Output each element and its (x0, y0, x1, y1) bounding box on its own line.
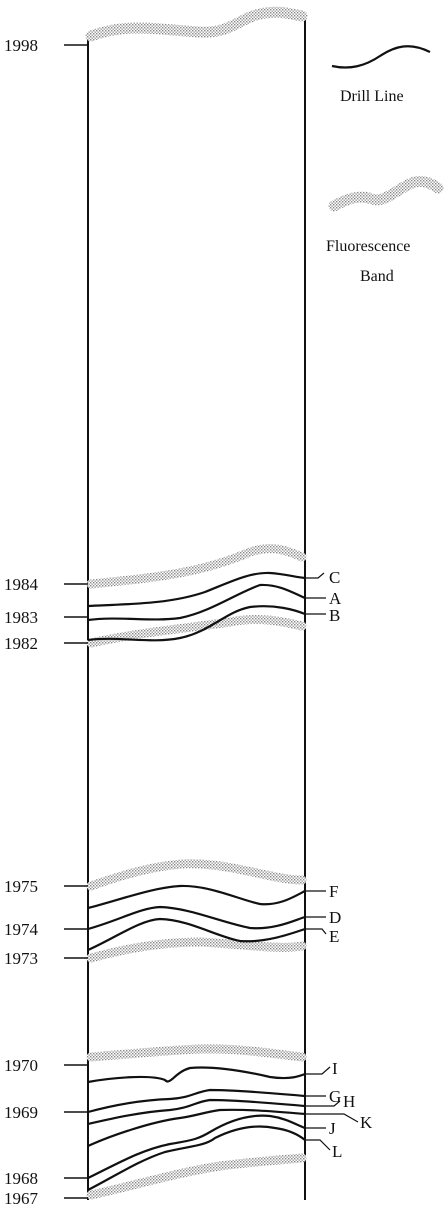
fluorescence-band-1970 (86, 1044, 307, 1062)
legend-fluorescence-label-line1: Fluorescence (326, 238, 410, 255)
drill-line-f (87, 884, 306, 910)
leader-k (305, 1113, 359, 1123)
drill-letter-l: L (332, 1142, 342, 1161)
fluorescence-band-1982 (86, 614, 307, 648)
leader-c (305, 572, 325, 579)
fluorescence-band-1975 (86, 859, 307, 891)
year-label-1984: 1984 (4, 575, 39, 594)
drill-line-j (87, 1114, 306, 1179)
drill-letter-g: G (329, 1087, 341, 1106)
drill-letter-e: E (329, 927, 339, 946)
drill-letter-d: D (329, 908, 341, 927)
drill-letter-h: H (343, 1092, 355, 1111)
drill-line-h (87, 1098, 306, 1126)
drill-line-g (87, 1088, 306, 1114)
year-label-1982: 1982 (4, 634, 38, 653)
drill-line-d (87, 905, 306, 931)
year-label-1969: 1969 (4, 1103, 38, 1122)
year-label-1975: 1975 (4, 877, 38, 896)
drill-line-e (87, 917, 306, 952)
drill-line-b (87, 605, 306, 642)
year-label-1970: 1970 (4, 1056, 38, 1075)
year-label-1983: 1983 (4, 608, 38, 627)
drill-line-a (87, 583, 306, 622)
year-label-1998: 1998 (4, 36, 38, 55)
drill-letter-j: J (329, 1119, 336, 1138)
drill-line-l (87, 1125, 306, 1191)
legend-fluorescence-label-line2: Band (360, 268, 394, 285)
leader-i (305, 1066, 331, 1075)
year-label-1973: 1973 (4, 949, 38, 968)
year-label-1967: 1967 (4, 1189, 39, 1208)
legend-drill-label: Drill Line (340, 88, 404, 105)
leader-e (305, 928, 327, 935)
leader-l (305, 1139, 331, 1151)
drill-line-k (87, 1108, 306, 1148)
year-label-1968: 1968 (4, 1169, 38, 1188)
drill-letter-c: C (329, 568, 340, 587)
drill-letter-b: B (329, 606, 340, 625)
fluorescence-band-1973 (86, 937, 307, 963)
year-label-1974: 1974 (4, 920, 39, 939)
legend-fluorescence-band-icon (328, 176, 444, 212)
fluorescence-band-1998 (85, 6, 308, 42)
drill-letter-a: A (329, 589, 342, 608)
legend-drill-line-icon (331, 45, 431, 69)
drill-letter-f: F (329, 882, 338, 901)
fluorescence-band-1984 (86, 544, 307, 589)
leader-h (305, 1100, 341, 1107)
drill-letter-i: I (332, 1059, 338, 1078)
drill-line-i (87, 1066, 306, 1084)
drill-letter-k: K (360, 1113, 373, 1132)
drill-line-c (87, 571, 306, 608)
fluorescence-band-1967 (86, 1153, 307, 1200)
